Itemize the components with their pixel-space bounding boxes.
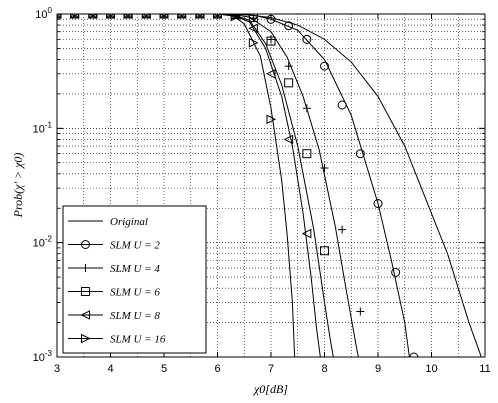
data-point-plus xyxy=(88,14,97,18)
data-point-square xyxy=(195,14,205,19)
data-point-triangle-left xyxy=(301,228,312,239)
data-point-plus xyxy=(302,104,311,113)
data-point-plus xyxy=(177,14,186,18)
data-point-plus xyxy=(249,14,258,23)
series-line-plus xyxy=(57,14,359,357)
data-point-square xyxy=(70,14,80,19)
legend-item-original: Original xyxy=(68,216,148,228)
data-point-triangle-right xyxy=(266,114,277,125)
legend-marker-triangle-left xyxy=(80,310,90,320)
y-axis-label: Prob(χ' > χ0) xyxy=(11,153,25,219)
data-point-circle xyxy=(337,100,347,110)
legend-item-square: SLM U = 6 xyxy=(68,287,160,299)
legend-marker-square xyxy=(81,287,90,296)
data-point-square xyxy=(320,246,329,256)
data-point-circle xyxy=(409,352,419,357)
data-point-square xyxy=(88,14,98,19)
data-point-plus xyxy=(142,14,151,18)
series-line-triangle-left xyxy=(57,14,321,357)
data-point-triangle-left xyxy=(248,23,258,34)
data-point-circle xyxy=(320,61,329,71)
data-point-triangle-right xyxy=(88,14,98,19)
data-point-plus xyxy=(195,14,204,18)
y-tick-label: 10-1 xyxy=(33,120,53,135)
y-tick-label: 100 xyxy=(35,6,52,21)
legend-marker-circle xyxy=(81,240,90,249)
x-tick-label: 7 xyxy=(268,363,274,375)
legend-label: SLM U = 8 xyxy=(110,310,160,322)
data-point-square xyxy=(248,14,258,23)
legend-label: Original xyxy=(110,216,148,228)
axis-ticks: 3 4 5 6 7 8 9 10 11 10-3 10-2 10-1 100 xyxy=(33,6,491,375)
x-axis-label: χ0[dB] xyxy=(253,382,288,396)
data-point-plus xyxy=(320,163,329,172)
legend-item-circle: SLM U = 2 xyxy=(68,240,160,252)
legend-item-triangle-left: SLM U = 8 xyxy=(68,310,160,322)
data-point-triangle-right xyxy=(141,14,152,19)
legend-item-triangle-right: SLM U = 16 xyxy=(68,334,166,346)
legend-label: SLM U = 2 xyxy=(110,240,160,252)
data-point-circle xyxy=(373,199,383,209)
data-point-circle xyxy=(355,149,365,159)
x-tick-label: 11 xyxy=(479,363,490,375)
data-point-plus xyxy=(338,225,347,234)
data-point-square xyxy=(302,149,312,159)
series-line-square xyxy=(57,14,334,357)
data-point-triangle-right xyxy=(70,14,80,19)
data-point-triangle-right xyxy=(248,37,259,48)
y-tick-label: 10-3 xyxy=(33,349,53,364)
x-tick-label: 5 xyxy=(161,363,167,375)
data-point-square xyxy=(177,14,187,19)
x-tick-label: 9 xyxy=(375,363,381,375)
x-tick-label: 6 xyxy=(214,363,220,375)
legend: Original SLM U = 2 SLM U = 4 SLM U = 6 SLM U… xyxy=(62,205,207,354)
data-point-triangle-right xyxy=(123,14,134,19)
data-point-plus xyxy=(124,14,133,18)
series-line-circle xyxy=(57,14,410,357)
data-point-square xyxy=(141,14,151,19)
data-point-circle xyxy=(391,267,401,277)
data-point-triangle-right xyxy=(195,14,205,19)
data-point-triangle-right xyxy=(177,14,187,19)
y-tick-label: 10-2 xyxy=(33,235,53,250)
data-point-plus xyxy=(70,14,79,18)
legend-item-plus: SLM U = 4 xyxy=(68,263,160,275)
x-tick-label: 3 xyxy=(54,363,60,375)
data-point-circle xyxy=(284,21,294,31)
data-point-plus xyxy=(356,307,365,316)
legend-marker-triangle-right xyxy=(81,333,91,344)
data-point-triangle-left xyxy=(265,68,276,79)
legend-label: SLM U = 6 xyxy=(110,287,160,299)
x-tick-label: 4 xyxy=(107,363,113,375)
data-point-square xyxy=(266,36,276,46)
data-point-plus xyxy=(284,62,293,71)
data-point-square xyxy=(284,78,294,88)
x-tick-label: 8 xyxy=(321,363,327,375)
legend-box xyxy=(62,205,207,354)
data-point-triangle-left xyxy=(283,134,294,145)
legend-label: SLM U = 4 xyxy=(110,263,160,275)
x-tick-label: 10 xyxy=(425,363,437,375)
legend-label: SLM U = 16 xyxy=(110,334,166,346)
data-point-circle xyxy=(302,34,312,44)
data-point-triangle-right xyxy=(230,14,241,22)
legend-marker-plus xyxy=(81,264,90,272)
data-point-square xyxy=(123,14,133,19)
